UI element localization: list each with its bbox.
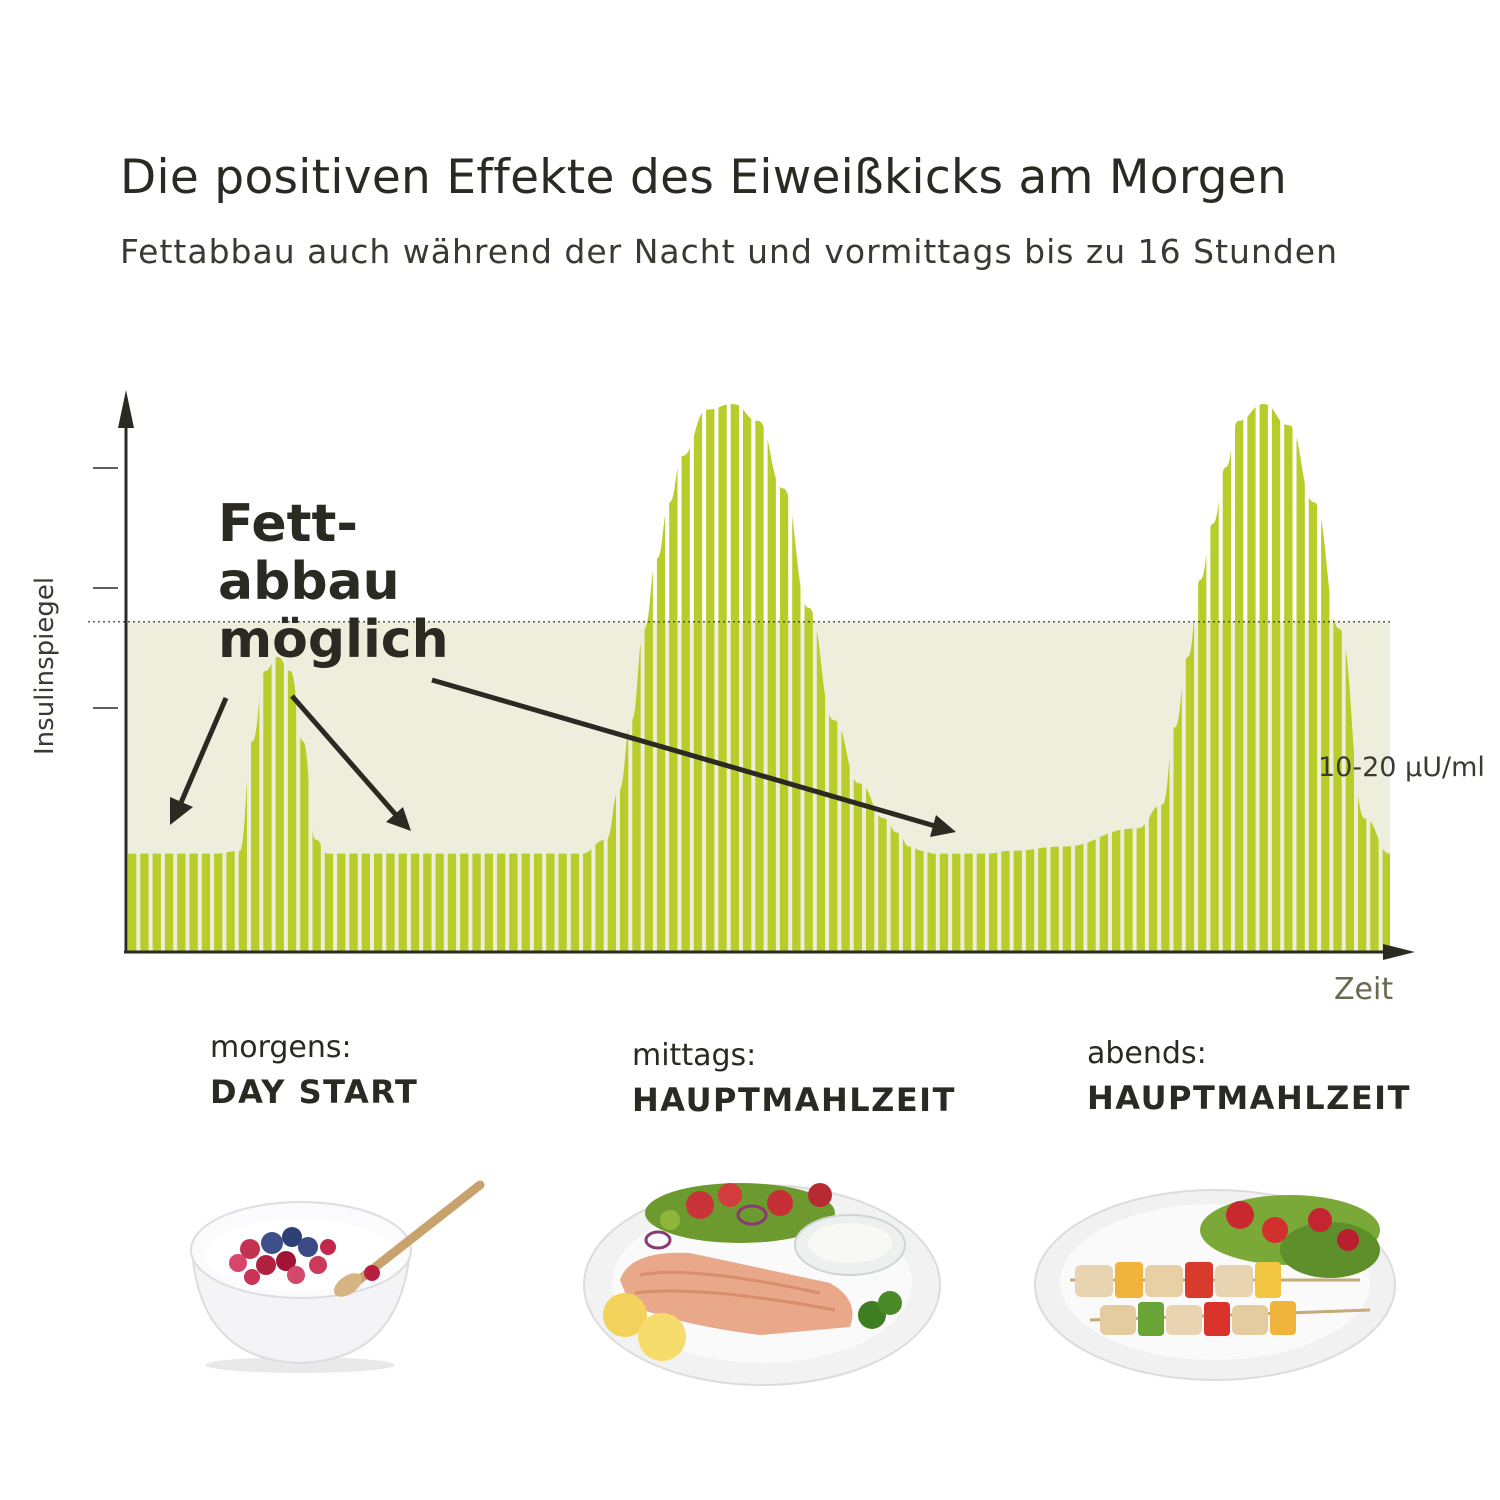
callout-arrow-3: [431, 677, 936, 829]
area-stripe: [656, 404, 666, 952]
area-stripe: [792, 404, 801, 952]
area-stripe: [1271, 404, 1281, 952]
area-stripe: [1308, 404, 1318, 952]
area-stripe: [816, 404, 826, 952]
area-stripe: [1185, 404, 1195, 952]
area-stripe: [1210, 404, 1219, 952]
area-stripe: [706, 404, 715, 952]
callout-arrow-2-head: [386, 807, 411, 831]
salmon-plate-image: [583, 1183, 941, 1386]
yogurt-bowl-image: [190, 1180, 485, 1373]
meal-morning: morgens: DAY START: [210, 1030, 418, 1111]
area-stripe: [1222, 404, 1231, 952]
area-stripe: [804, 404, 813, 952]
meal-evening: abends: HAUPTMAHLZEIT: [1087, 1036, 1411, 1117]
area-stripe: [767, 404, 776, 952]
callout-arrow-1: [177, 697, 229, 806]
callout-arrow-3-head: [930, 815, 956, 837]
meal-name-label: HAUPTMAHLZEIT: [632, 1081, 956, 1119]
area-stripe: [1235, 404, 1244, 952]
meal-time-label: mittags:: [632, 1038, 757, 1073]
callout-arrow-1-head: [170, 797, 193, 825]
callout-line-3: möglich: [218, 610, 449, 670]
area-stripe: [755, 404, 764, 952]
area-stripe: [1247, 404, 1256, 952]
meal-name-label: DAY START: [210, 1073, 419, 1111]
area-stripe: [681, 404, 690, 952]
area-stripe: [718, 404, 727, 952]
area-stripe: [743, 404, 752, 952]
threshold-label: 10-20 µU/ml: [1318, 752, 1485, 783]
area-stripe: [287, 404, 297, 952]
area-stripe: [1284, 404, 1293, 952]
area-stripe: [1259, 404, 1268, 952]
callout-arrow-2: [290, 694, 398, 817]
area-stripe: [263, 404, 272, 952]
page-subtitle: Fettabbau auch während der Nacht und vor…: [120, 232, 1339, 271]
x-axis-label: Zeit: [1334, 972, 1394, 1007]
area-stripe: [779, 404, 789, 952]
area-stripe: [1198, 404, 1207, 952]
area-stripe: [644, 404, 653, 952]
meal-name-label: HAUPTMAHLZEIT: [1087, 1079, 1411, 1117]
y-axis-label: Insulinspiegel: [30, 576, 60, 755]
x-axis-arrow: [1383, 944, 1415, 960]
callout-line-2: abbau: [218, 552, 400, 612]
area-stripe: [693, 404, 703, 952]
insulin-chart: [88, 390, 1415, 960]
y-axis-arrow: [118, 390, 134, 428]
meal-time-label: abends:: [1087, 1036, 1207, 1071]
fat-loss-callout: Fett- abbau möglich: [218, 495, 449, 669]
callout-arrows: [170, 677, 956, 837]
area-stripe: [1321, 404, 1330, 952]
y-ticks: [93, 467, 118, 709]
page-title: Die positiven Effekte des Eiweißkicks am…: [120, 150, 1288, 205]
area-stripe: [1333, 404, 1342, 952]
meal-noon: mittags: HAUPTMAHLZEIT: [632, 1038, 956, 1119]
area-stripe: [1296, 404, 1305, 952]
meal-time-label: morgens:: [210, 1030, 352, 1065]
skewer-plate-image: [1034, 1189, 1396, 1381]
callout-line-1: Fett-: [218, 494, 358, 554]
area-stripe: [275, 404, 284, 952]
area-stripe: [730, 404, 739, 952]
area-stripe: [669, 404, 678, 952]
